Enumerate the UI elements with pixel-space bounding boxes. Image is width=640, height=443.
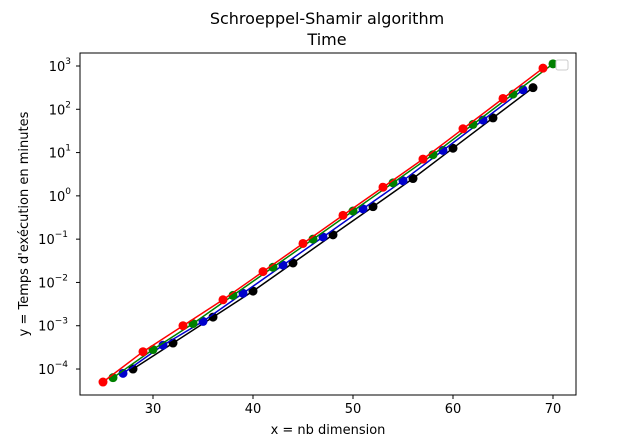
chart-subtitle: Time <box>306 30 346 49</box>
data-point <box>258 267 268 277</box>
series-series-4 <box>98 63 548 387</box>
data-point <box>288 258 298 268</box>
data-point <box>98 377 108 387</box>
data-point <box>158 340 168 350</box>
x-axis-ticks: 30 40 50 60 70 <box>145 395 562 417</box>
plot-area <box>79 52 577 396</box>
legend <box>555 59 569 71</box>
data-point <box>268 262 278 272</box>
x-axis-label: x = nb dimension <box>271 423 386 438</box>
data-point <box>248 286 258 296</box>
x-tick-label: 40 <box>245 402 262 417</box>
data-point <box>138 347 148 357</box>
data-point <box>178 321 188 331</box>
data-point <box>278 260 288 270</box>
x-tick-label: 60 <box>445 402 462 417</box>
data-point <box>128 364 138 374</box>
data-point <box>218 295 228 305</box>
x-tick-label: 70 <box>545 402 562 417</box>
chart-title: Schroeppel-Shamir algorithm <box>210 9 444 28</box>
y-tick-label: 103 <box>49 57 71 75</box>
data-point <box>488 113 498 123</box>
data-point <box>458 124 468 134</box>
data-point <box>348 206 358 216</box>
data-point <box>318 232 328 242</box>
y-axis-label: y = Temps d'exécution en minutes <box>17 111 32 336</box>
data-point <box>368 202 378 212</box>
y-tick-label: 10−4 <box>38 360 68 378</box>
data-point <box>548 59 558 69</box>
data-point <box>398 176 408 186</box>
data-point <box>388 178 398 188</box>
y-tick-label: 102 <box>49 100 71 118</box>
series-series-1 <box>128 83 538 374</box>
data-point <box>498 93 508 103</box>
y-tick-label: 10−1 <box>38 230 68 248</box>
data-point <box>118 368 128 378</box>
data-point <box>208 312 218 322</box>
data-point <box>198 316 208 326</box>
y-axis-ticks: 10−4 10−3 10−2 10−1 100 101 102 103 <box>38 57 80 378</box>
data-point <box>358 204 368 214</box>
series-layer <box>98 59 558 387</box>
data-point <box>298 238 308 248</box>
y-tick-label: 101 <box>49 144 71 162</box>
data-point <box>328 230 338 240</box>
data-point <box>228 290 238 300</box>
y-tick-label: 100 <box>49 187 72 205</box>
data-point <box>418 154 428 164</box>
data-point <box>528 83 538 93</box>
data-point <box>238 288 248 298</box>
data-point <box>338 210 348 220</box>
data-point <box>538 63 548 73</box>
data-point <box>448 143 458 153</box>
data-point <box>308 234 318 244</box>
series-series-2 <box>118 85 528 378</box>
data-point <box>378 182 388 192</box>
data-point <box>408 174 418 184</box>
y-tick-label: 10−2 <box>38 273 68 291</box>
x-tick-label: 50 <box>345 402 362 417</box>
y-tick-label: 10−3 <box>38 317 68 335</box>
x-tick-label: 30 <box>145 402 162 417</box>
series-line <box>102 67 544 383</box>
